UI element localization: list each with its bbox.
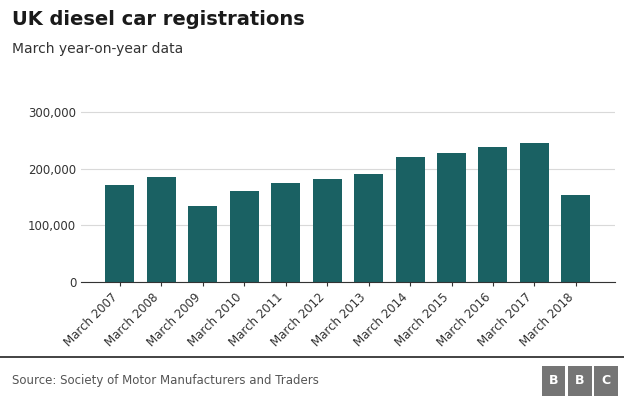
Bar: [354, 174, 383, 282]
Bar: [230, 191, 259, 282]
Bar: [437, 154, 466, 282]
Bar: [105, 185, 134, 282]
Text: B: B: [548, 374, 558, 387]
Text: UK diesel car registrations: UK diesel car registrations: [12, 10, 305, 29]
Bar: [271, 183, 300, 282]
Text: Source: Society of Motor Manufacturers and Traders: Source: Society of Motor Manufacturers a…: [12, 374, 319, 387]
Text: C: C: [602, 374, 610, 387]
Bar: [479, 147, 507, 282]
Bar: [188, 206, 217, 282]
Bar: [147, 177, 176, 282]
Bar: [520, 143, 549, 282]
Bar: [396, 158, 424, 282]
Bar: [313, 179, 342, 282]
Text: B: B: [575, 374, 585, 387]
Text: March year-on-year data: March year-on-year data: [12, 42, 183, 56]
Bar: [562, 195, 590, 282]
